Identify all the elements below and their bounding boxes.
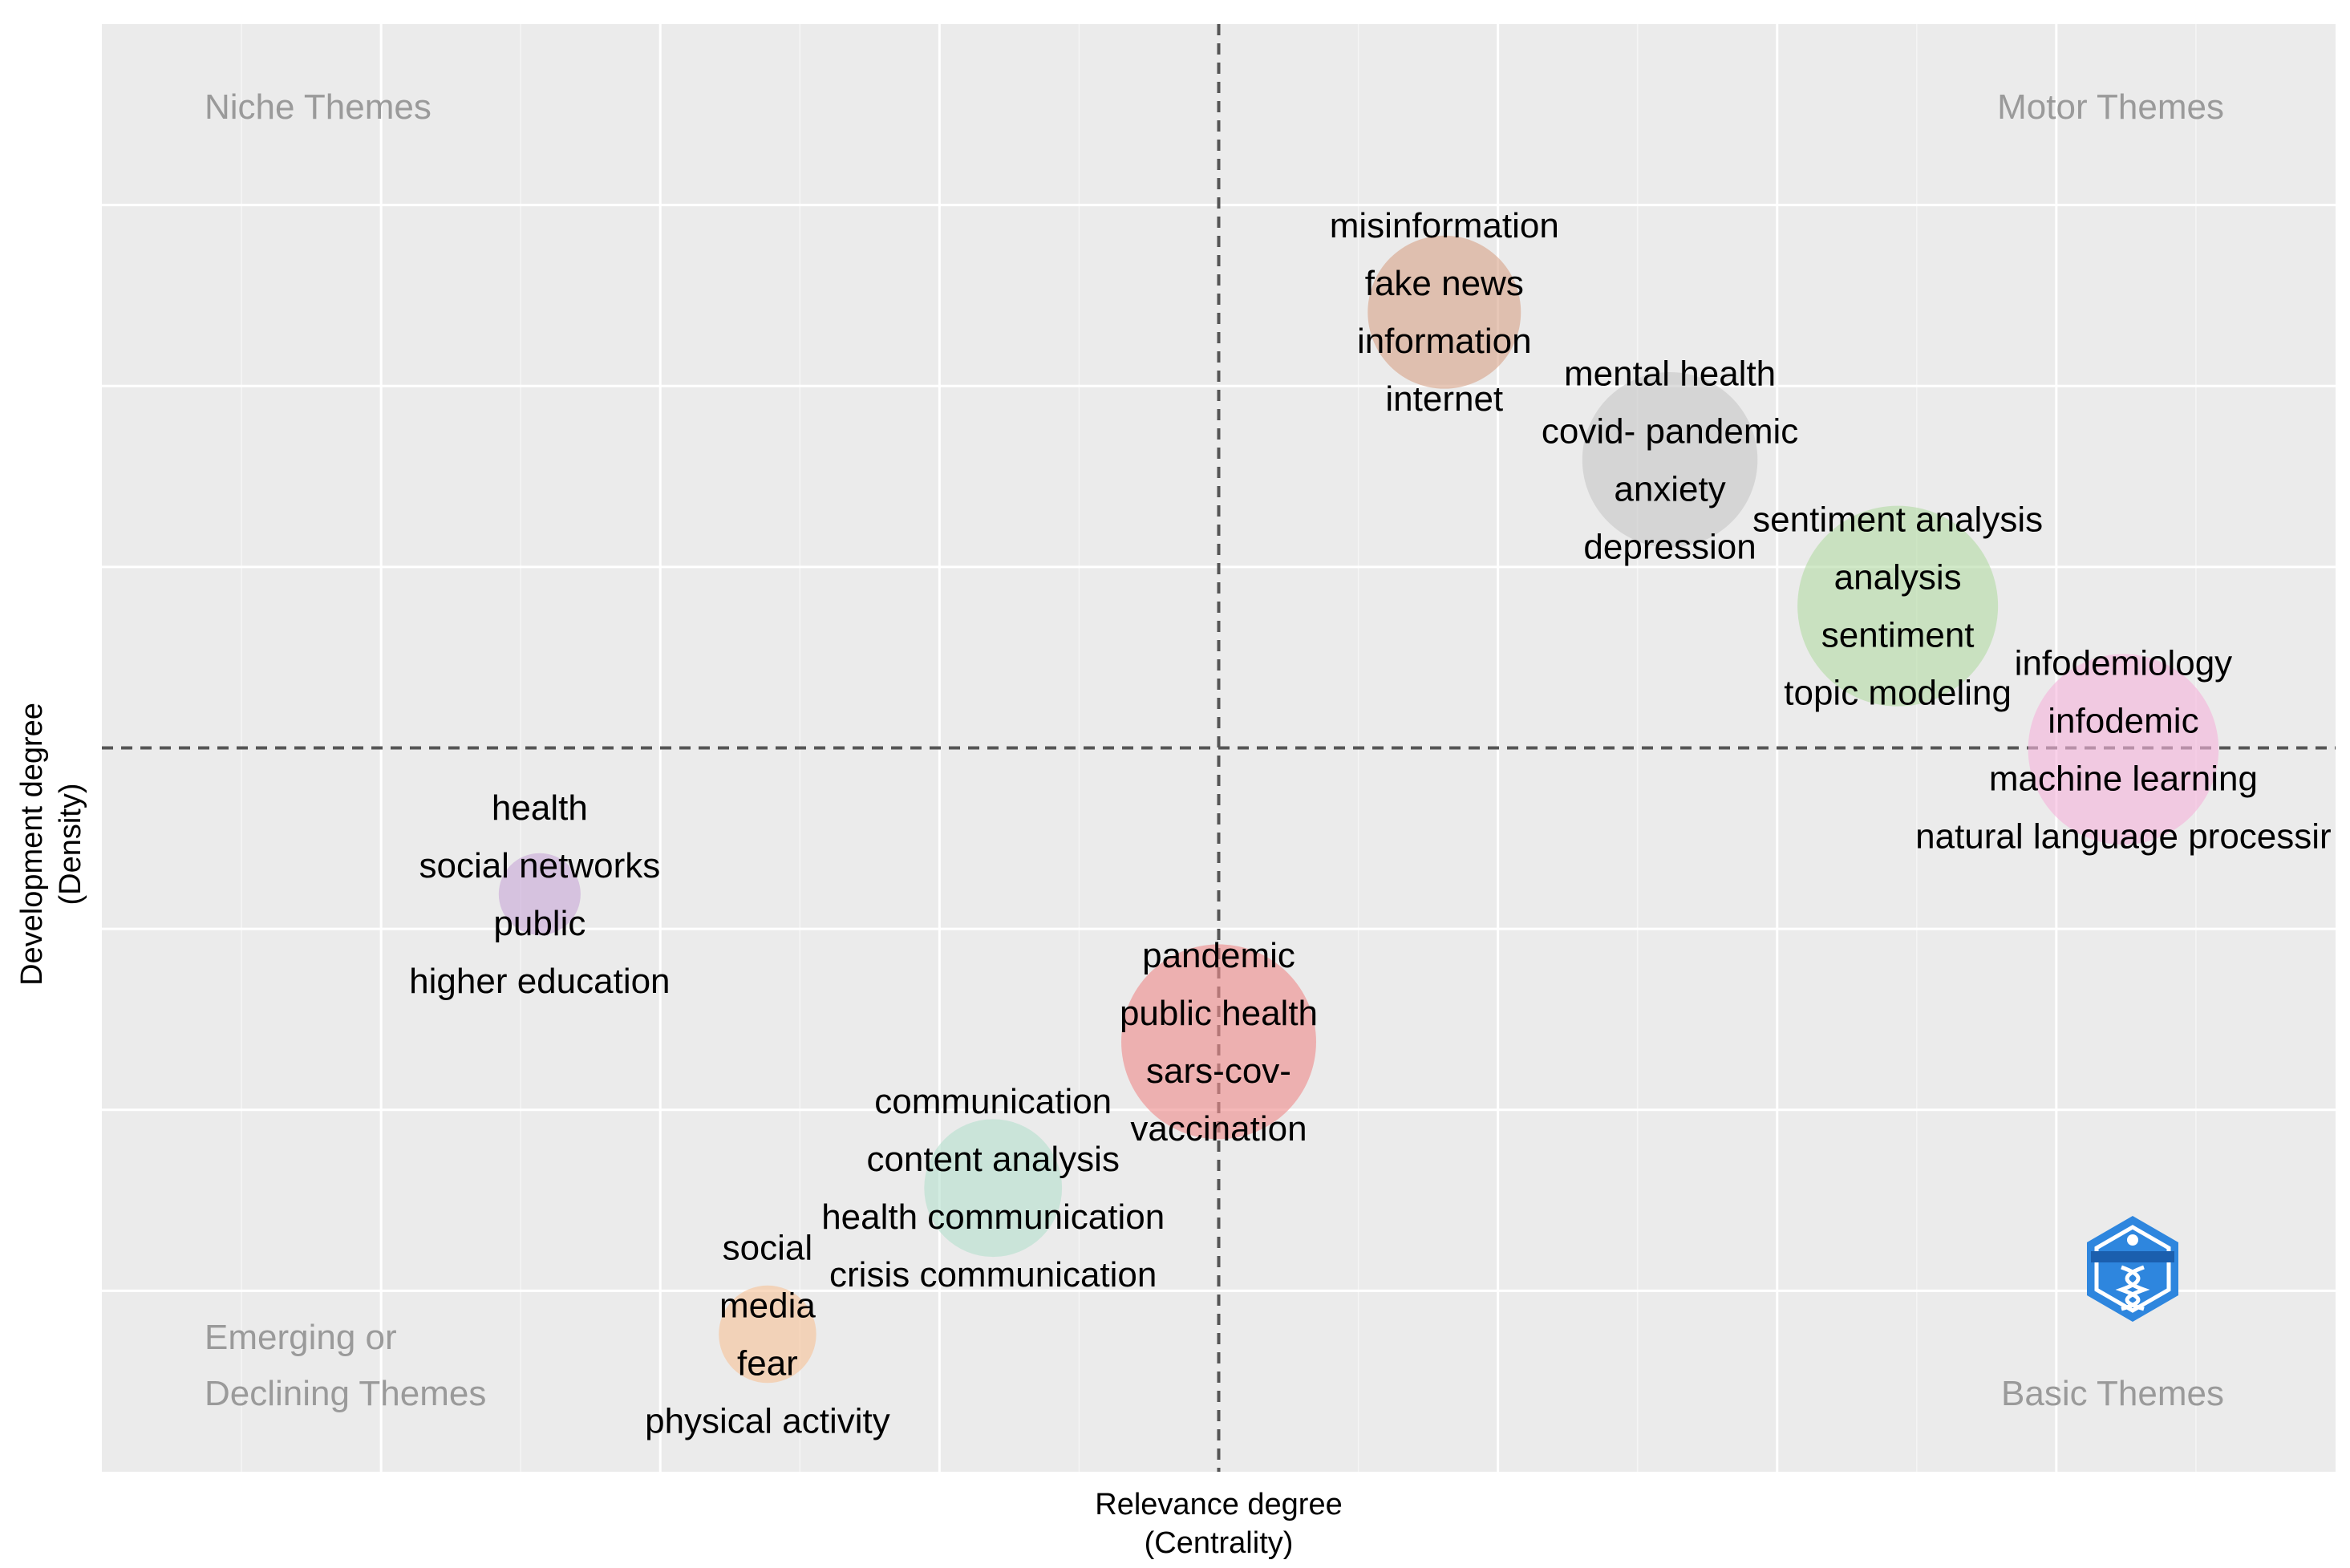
cluster-bubble: [2028, 654, 2219, 845]
cluster-keyword-label: crisis communication: [829, 1255, 1157, 1295]
cluster-keyword-label: sentiment: [1821, 616, 1975, 655]
cluster-keyword-label: fake news: [1365, 264, 1524, 303]
logo-helix-icon: [2115, 1265, 2150, 1311]
axis-titles: Relevance degree (Centrality) Development …: [15, 703, 1343, 1560]
cluster-keyword-label: public: [493, 904, 585, 943]
cluster-keyword-label: media: [719, 1286, 816, 1326]
cluster-keyword-label: infodemiology: [2015, 643, 2233, 683]
cluster-keyword-label: pandemic: [1142, 936, 1295, 975]
cluster-keyword-label: covid- pandemic: [1542, 411, 1798, 451]
cluster-keyword-label: depression: [1583, 527, 1756, 566]
cluster-keyword-label: topic modeling: [1784, 674, 2012, 713]
center-lines: [102, 24, 2336, 1472]
cluster-keyword-label: public health: [1120, 994, 1318, 1033]
cluster-keyword-label: social: [723, 1229, 813, 1268]
y-axis-title: Development degree: [15, 703, 49, 986]
cluster-keyword-label: content analysis: [866, 1140, 1120, 1179]
cluster-keyword-label: fear: [737, 1344, 798, 1384]
cluster-bubble: [498, 853, 581, 935]
x-axis-title: (Centrality): [1145, 1526, 1294, 1560]
cluster-bubble: [1367, 235, 1521, 389]
cluster-bubble: [1582, 372, 1758, 548]
cluster-keyword-label: communication: [874, 1082, 1112, 1121]
cluster-keyword-label: mental health: [1564, 354, 1776, 393]
cluster-keyword-label: sentiment analysis: [1752, 500, 2043, 540]
logo-hexagon-inner: [2094, 1225, 2171, 1313]
cluster-keyword-label: misinformation: [1330, 206, 1559, 245]
cluster-keyword-label: analysis: [1834, 558, 1962, 598]
quadrant-label-motor-themes: Motor Themes: [1997, 87, 2224, 127]
quadrant-label-emerging-declining: Declining Themes: [205, 1374, 486, 1413]
cluster-keyword-label: machine learning: [1989, 759, 2258, 798]
logo-banner: [2091, 1251, 2174, 1262]
cluster-keyword-label: physical activity: [645, 1402, 890, 1441]
cluster-keyword-labels: misinformation fake news information intern…: [409, 206, 2332, 1440]
logo-figure-icon: [2127, 1234, 2138, 1246]
cluster-keyword-label: health communication: [821, 1197, 1165, 1237]
cluster-bubble: [1797, 505, 1999, 707]
cluster-bubble: [719, 1285, 816, 1384]
cluster-keyword-label: infodemic: [2048, 701, 2198, 740]
cluster-keyword-label: higher education: [409, 962, 670, 1001]
quadrant-label-niche-themes: Niche Themes: [205, 87, 432, 127]
x-axis-title: Relevance degree: [1095, 1488, 1342, 1521]
quadrant-labels: Niche Themes Motor Themes Emerging or Decli…: [205, 87, 2224, 1413]
cluster-keyword-label: social networks: [419, 846, 660, 885]
quadrant-label-basic-themes: Basic Themes: [2001, 1374, 2224, 1413]
cluster-keyword-label: information: [1357, 322, 1532, 361]
cluster-bubble: [924, 1119, 1063, 1258]
cluster-keyword-label: natural language processir: [1915, 816, 2332, 856]
cluster-bubble: [1121, 944, 1316, 1140]
quadrant-label-emerging-declining: Emerging or: [205, 1318, 397, 1357]
bibliometrix-logo: [2087, 1216, 2178, 1322]
cluster-keyword-label: health: [492, 788, 588, 828]
cluster-keyword-label: internet: [1385, 379, 1503, 419]
cluster-keyword-label: vaccination: [1130, 1109, 1307, 1149]
cluster-keyword-label: sars-cov-: [1146, 1051, 1291, 1091]
cluster-keyword-label: anxiety: [1614, 469, 1725, 508]
cluster-bubbles: [498, 235, 2219, 1384]
y-axis-title: (Density): [54, 783, 87, 905]
